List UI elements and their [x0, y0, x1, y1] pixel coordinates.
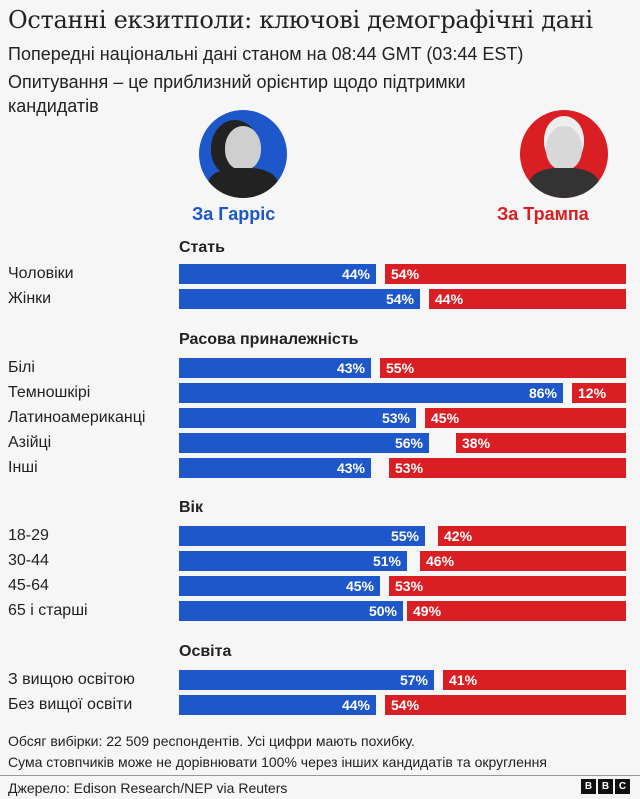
trump-bar: 53%: [389, 458, 626, 478]
section-education: Освіта: [179, 643, 232, 660]
section-race: Расова приналежність: [179, 331, 359, 348]
bbc-logo: B B C: [581, 779, 630, 794]
harris-avatar: [199, 110, 287, 198]
harris-bar: 57%: [179, 670, 434, 690]
harris-bar: 43%: [179, 458, 371, 478]
section-age: Вік: [179, 499, 204, 516]
row-label: Жінки: [8, 290, 52, 307]
footnote-sample: Обсяг вибірки: 22 509 респондентів. Усі …: [8, 733, 415, 749]
harris-bar: 55%: [179, 526, 425, 546]
chart-title: Останні екзитполи: ключові демографічні …: [8, 6, 593, 34]
harris-bar: 44%: [179, 695, 376, 715]
row-label: З вищою освітою: [8, 671, 135, 688]
trump-portrait-icon: [546, 126, 582, 170]
row-label: Без вищої освіти: [8, 696, 133, 713]
bbc-logo-c: C: [615, 779, 630, 794]
harris-label: За Гарріс: [192, 204, 276, 224]
subtitle-date: Попередні національні дані станом на 08:…: [8, 44, 524, 64]
trump-bar: 45%: [425, 408, 626, 428]
trump-label: За Трампа: [497, 204, 589, 224]
row-label: Білі: [8, 359, 35, 376]
row-label: 18-29: [8, 527, 49, 544]
trump-bar: 42%: [438, 526, 626, 546]
trump-avatar: [520, 110, 608, 198]
harris-portrait-icon: [225, 126, 261, 170]
trump-bar: 38%: [456, 433, 626, 453]
bbc-logo-b1: B: [581, 779, 596, 794]
trump-bar: 54%: [385, 695, 626, 715]
trump-portrait-body: [529, 168, 599, 198]
trump-bar: 53%: [389, 576, 626, 596]
trump-bar: 46%: [420, 551, 626, 571]
subtitle-note-line2: кандидатів: [8, 96, 99, 116]
row-label: Латиноамериканці: [8, 409, 146, 426]
row-label: Інші: [8, 459, 38, 476]
trump-bar: 12%: [572, 383, 626, 403]
trump-bar: 44%: [429, 289, 626, 309]
harris-bar: 45%: [179, 576, 380, 596]
source-note: Джерело: Edison Research/NEP via Reuters: [8, 780, 288, 796]
trump-bar: 49%: [407, 601, 626, 621]
harris-bar: 43%: [179, 358, 371, 378]
row-label: 30-44: [8, 552, 49, 569]
row-label: Темношкірі: [8, 384, 91, 401]
harris-bar: 50%: [179, 601, 403, 621]
harris-bar: 56%: [179, 433, 429, 453]
row-label: 65 і старші: [8, 602, 88, 619]
row-label: Чоловіки: [8, 265, 74, 282]
harris-bar: 44%: [179, 264, 376, 284]
trump-bar: 41%: [443, 670, 626, 690]
bbc-logo-b2: B: [598, 779, 613, 794]
harris-bar: 54%: [179, 289, 420, 309]
row-label: Азійці: [8, 434, 52, 451]
row-label: 45-64: [8, 577, 49, 594]
harris-bar: 53%: [179, 408, 416, 428]
section-gender: Стать: [179, 239, 225, 256]
harris-bar: 86%: [179, 383, 563, 403]
harris-bar: 51%: [179, 551, 407, 571]
trump-bar: 55%: [380, 358, 626, 378]
footer-divider: [0, 775, 640, 776]
trump-bar: 54%: [385, 264, 626, 284]
footnote-rounding: Сума стовпчиків може не дорівнювати 100%…: [8, 754, 547, 770]
subtitle-note-line1: Опитування – це приблизний орієнтир щодо…: [8, 72, 466, 92]
harris-portrait-body: [208, 168, 278, 198]
